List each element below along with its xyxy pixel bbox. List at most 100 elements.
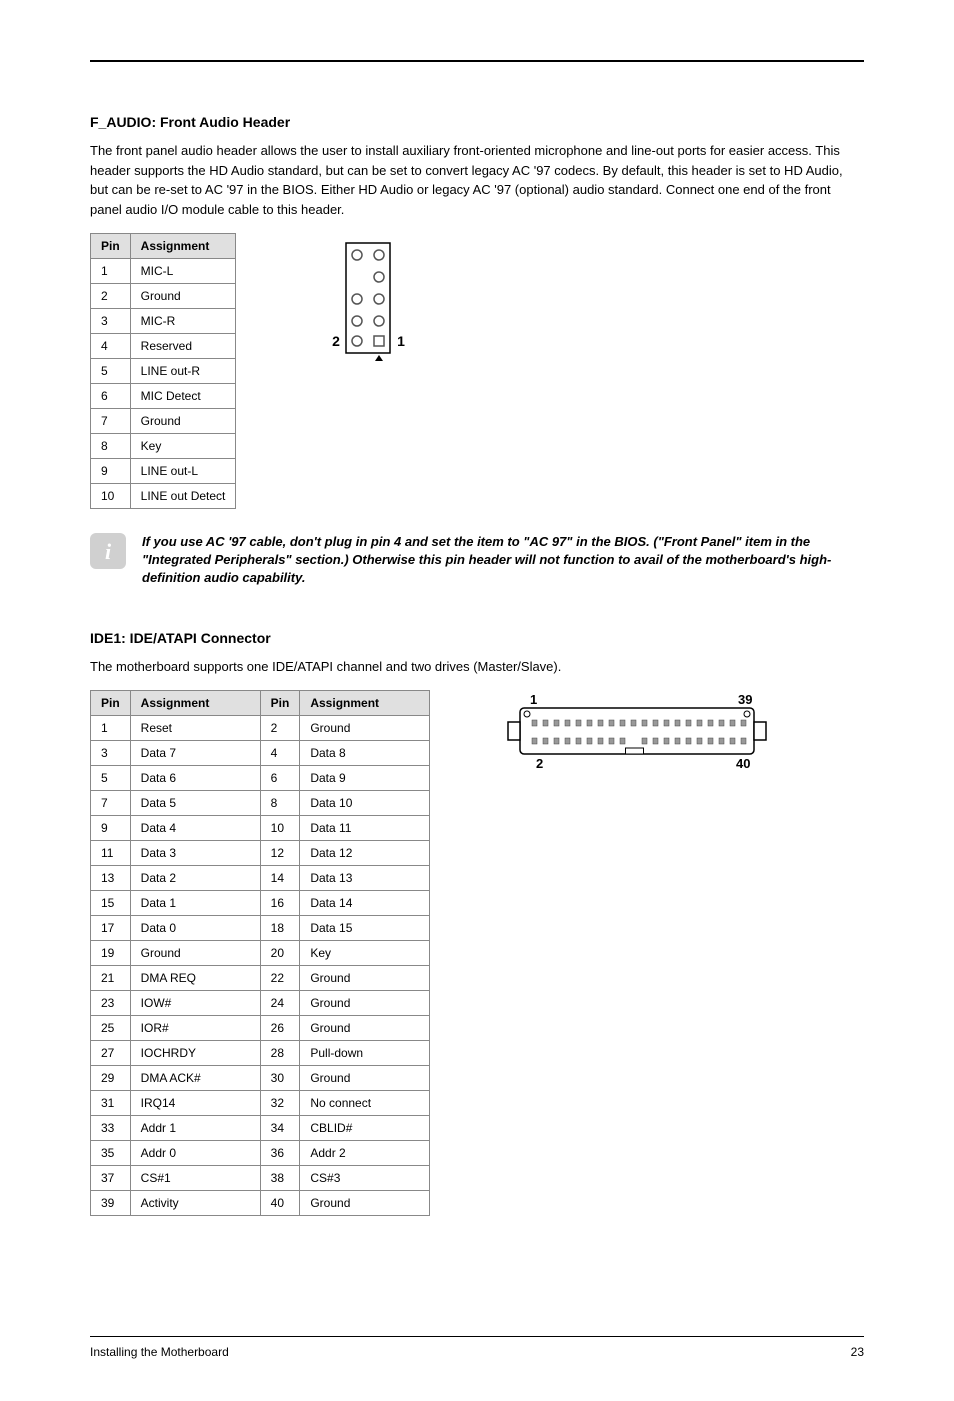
table-cell: 34 (260, 1116, 300, 1141)
table-row: 6MIC Detect (91, 384, 236, 409)
table-row: 29DMA ACK#30Ground (91, 1066, 430, 1091)
table-cell: Data 14 (300, 891, 430, 916)
table-row: 33Addr 134CBLID# (91, 1116, 430, 1141)
table-row: 11Data 312Data 12 (91, 841, 430, 866)
ide-label-39: 39 (738, 692, 752, 707)
ide-th-sig2: Assignment (300, 691, 430, 716)
ide-th-pin1: Pin (91, 691, 131, 716)
table-cell: 11 (91, 841, 131, 866)
table-cell: Data 7 (130, 741, 260, 766)
table-row: 15Data 116Data 14 (91, 891, 430, 916)
info-text: If you use AC '97 cable, don't plug in p… (142, 533, 864, 588)
table-row: 5LINE out-R (91, 359, 236, 384)
table-cell: Data 11 (300, 816, 430, 841)
ide-section: IDE1: IDE/ATAPI Connector The motherboar… (90, 628, 864, 1217)
faudio-table: Pin Assignment 1MIC-L2Ground3MIC-R4Reser… (90, 233, 236, 509)
pin-circle (352, 316, 362, 326)
faudio-label-2: 2 (332, 333, 340, 349)
table-row: 17Data 018Data 15 (91, 916, 430, 941)
ide-table: Pin Assignment Pin Assignment 1Reset2Gro… (90, 690, 430, 1216)
table-cell: 13 (91, 866, 131, 891)
table-cell: IOCHRDY (130, 1041, 260, 1066)
faudio-section: F_AUDIO: Front Audio Header The front pa… (90, 112, 864, 509)
table-cell: 5 (91, 359, 131, 384)
table-row: 10LINE out Detect (91, 484, 236, 509)
pin-circle (374, 250, 384, 260)
table-cell: 1 (91, 716, 131, 741)
table-cell: 32 (260, 1091, 300, 1116)
table-row: 23IOW#24Ground (91, 991, 430, 1016)
table-cell: MIC Detect (130, 384, 236, 409)
table-cell: 6 (260, 766, 300, 791)
table-cell: 23 (91, 991, 131, 1016)
faudio-intro: The front panel audio header allows the … (90, 141, 864, 219)
table-row: 31IRQ1432No connect (91, 1091, 430, 1116)
table-cell: 6 (91, 384, 131, 409)
table-cell: 40 (260, 1191, 300, 1216)
table-cell: 7 (91, 409, 131, 434)
table-cell: Data 3 (130, 841, 260, 866)
table-cell: IOR# (130, 1016, 260, 1041)
table-cell: 12 (260, 841, 300, 866)
table-row: 3MIC-R (91, 309, 236, 334)
table-cell: Data 0 (130, 916, 260, 941)
table-cell: Data 5 (130, 791, 260, 816)
table-row: 19Ground20Key (91, 941, 430, 966)
table-cell: DMA ACK# (130, 1066, 260, 1091)
table-row: 5Data 66Data 9 (91, 766, 430, 791)
table-row: 9Data 410Data 11 (91, 816, 430, 841)
table-cell: Reset (130, 716, 260, 741)
table-cell: LINE out Detect (130, 484, 236, 509)
table-cell: 30 (260, 1066, 300, 1091)
table-cell: 24 (260, 991, 300, 1016)
table-cell: Pull-down (300, 1041, 430, 1066)
table-cell: Data 8 (300, 741, 430, 766)
table-cell: 15 (91, 891, 131, 916)
table-cell: 4 (260, 741, 300, 766)
pin-circle (352, 250, 362, 260)
table-cell: Data 4 (130, 816, 260, 841)
table-cell: Data 9 (300, 766, 430, 791)
ide-th-pin2: Pin (260, 691, 300, 716)
table-cell: Addr 0 (130, 1141, 260, 1166)
table-cell: 10 (91, 484, 131, 509)
table-cell: 9 (91, 459, 131, 484)
ide-pins-group (532, 720, 746, 744)
table-row: 27IOCHRDY28Pull-down (91, 1041, 430, 1066)
table-row: 25IOR#26Ground (91, 1016, 430, 1041)
ide-diagram: 1 39 2 40 (490, 690, 770, 786)
table-cell: No connect (300, 1091, 430, 1116)
ide-label-1: 1 (530, 692, 537, 707)
table-row: 21DMA REQ22Ground (91, 966, 430, 991)
table-cell: 35 (91, 1141, 131, 1166)
table-cell: 26 (260, 1016, 300, 1041)
table-cell: 28 (260, 1041, 300, 1066)
pin-circle (374, 272, 384, 282)
table-cell: 2 (91, 284, 131, 309)
table-cell: Activity (130, 1191, 260, 1216)
table-cell: Addr 1 (130, 1116, 260, 1141)
table-row: 39Activity40Ground (91, 1191, 430, 1216)
pin-circle (374, 294, 384, 304)
table-cell: 1 (91, 259, 131, 284)
table-row: 2Ground (91, 284, 236, 309)
table-row: 4Reserved (91, 334, 236, 359)
table-cell: 39 (91, 1191, 131, 1216)
table-cell: 3 (91, 309, 131, 334)
table-cell: 17 (91, 916, 131, 941)
table-cell: IRQ14 (130, 1091, 260, 1116)
table-cell: Ground (130, 409, 236, 434)
table-cell: 21 (91, 966, 131, 991)
info-callout: i If you use AC '97 cable, don't plug in… (90, 533, 864, 588)
table-cell: Reserved (130, 334, 236, 359)
table-row: 9LINE out-L (91, 459, 236, 484)
table-cell: Data 2 (130, 866, 260, 891)
table-cell: Addr 2 (300, 1141, 430, 1166)
ide-title: IDE1: IDE/ATAPI Connector (90, 628, 864, 649)
table-cell: 10 (260, 816, 300, 841)
table-row: 7Ground (91, 409, 236, 434)
table-cell: Ground (300, 966, 430, 991)
faudio-th-assign: Assignment (130, 234, 236, 259)
table-row: 35Addr 036Addr 2 (91, 1141, 430, 1166)
table-cell: Key (130, 434, 236, 459)
